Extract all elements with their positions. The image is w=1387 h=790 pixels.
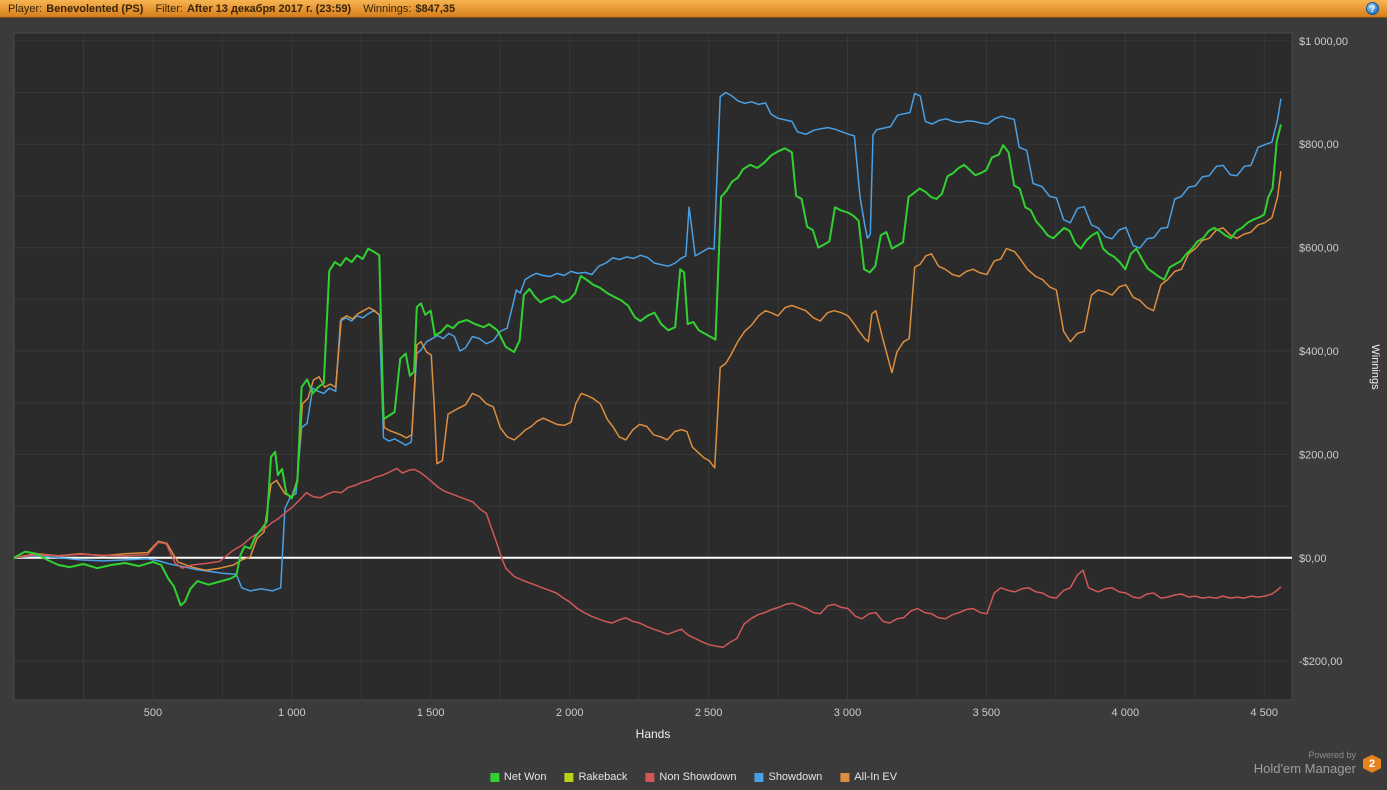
x-tick-label: 1 500 [417, 707, 445, 719]
legend-label: Net Won [503, 771, 547, 783]
player-label: Player: [8, 2, 43, 15]
brand-name: Hold'em Manager [1253, 761, 1356, 777]
y-tick-label: $0,00 [1299, 553, 1327, 565]
x-tick-label: 4 000 [1112, 707, 1140, 719]
legend-swatch [564, 772, 574, 782]
legend-item-non-showdown[interactable]: Non Showdown [645, 771, 736, 783]
legend-item-all-in-ev[interactable]: All-In EV [840, 771, 897, 783]
legend-item-rakeback[interactable]: Rakeback [564, 771, 627, 783]
legend-label: Showdown [768, 771, 823, 783]
legend: Net Won Rakeback Non Showdown Showdown All-I… [489, 771, 897, 783]
y-tick-label: -$200,00 [1299, 656, 1342, 668]
title-bar: Player: Benevolented (PS) Filter: After … [0, 0, 1387, 18]
help-icon[interactable]: ? [1366, 2, 1379, 15]
powered-by-label: Powered by [1308, 750, 1356, 760]
series-line-net-won [13, 124, 1282, 607]
footer: Net Won Rakeback Non Showdown Showdown All-I… [0, 745, 1387, 790]
y-axis-title: Winnings [1369, 344, 1381, 390]
legend-swatch [645, 772, 655, 782]
powered-by: Powered by Hold'em Manager 2 [1254, 750, 1381, 778]
y-tick-label: $400,00 [1299, 346, 1339, 358]
x-tick-label: 4 500 [1250, 707, 1278, 719]
x-tick-label: 1 000 [278, 707, 306, 719]
x-tick-label: 2 000 [556, 707, 584, 719]
legend-swatch [489, 772, 499, 782]
series-line-non-showdown [13, 467, 1282, 649]
series-line-all-in-ev [13, 171, 1282, 571]
x-axis-title: Hands [636, 727, 671, 741]
y-tick-label: $1 000,00 [1299, 36, 1348, 48]
y-tick-label: $800,00 [1299, 139, 1339, 151]
y-tick-label: $600,00 [1299, 243, 1339, 255]
winnings-label: Winnings: [363, 2, 412, 15]
legend-item-net-won[interactable]: Net Won [489, 771, 547, 783]
hm2-logo-icon: 2 [1363, 754, 1381, 773]
legend-item-showdown[interactable]: Showdown [754, 771, 822, 783]
x-tick-label: 3 000 [834, 707, 862, 719]
filter-value: After 13 декабря 2017 г. (23:59) [186, 2, 352, 15]
legend-swatch [754, 772, 764, 782]
player-value: Benevolented (PS) [46, 2, 144, 15]
legend-swatch [840, 772, 850, 782]
plot-area [13, 32, 1293, 701]
x-tick-label: 3 500 [973, 707, 1001, 719]
series-line-showdown [13, 91, 1282, 592]
x-tick-label: 2 500 [695, 707, 723, 719]
filter-label: Filter: [155, 2, 183, 15]
powered-by-text: Powered by Hold'em Manager [1254, 750, 1356, 778]
legend-label: All-In EV [854, 771, 898, 783]
winnings-graph: 500 1 000 1 500 2 000 2 500 3 000 3 500 4 000 4 … [13, 32, 1381, 741]
legend-label: Rakeback [578, 771, 628, 783]
winnings-value: $847,35 [415, 2, 456, 15]
legend-label: Non Showdown [659, 771, 737, 783]
y-tick-label: $200,00 [1299, 449, 1339, 461]
x-tick-label: 500 [144, 707, 162, 719]
